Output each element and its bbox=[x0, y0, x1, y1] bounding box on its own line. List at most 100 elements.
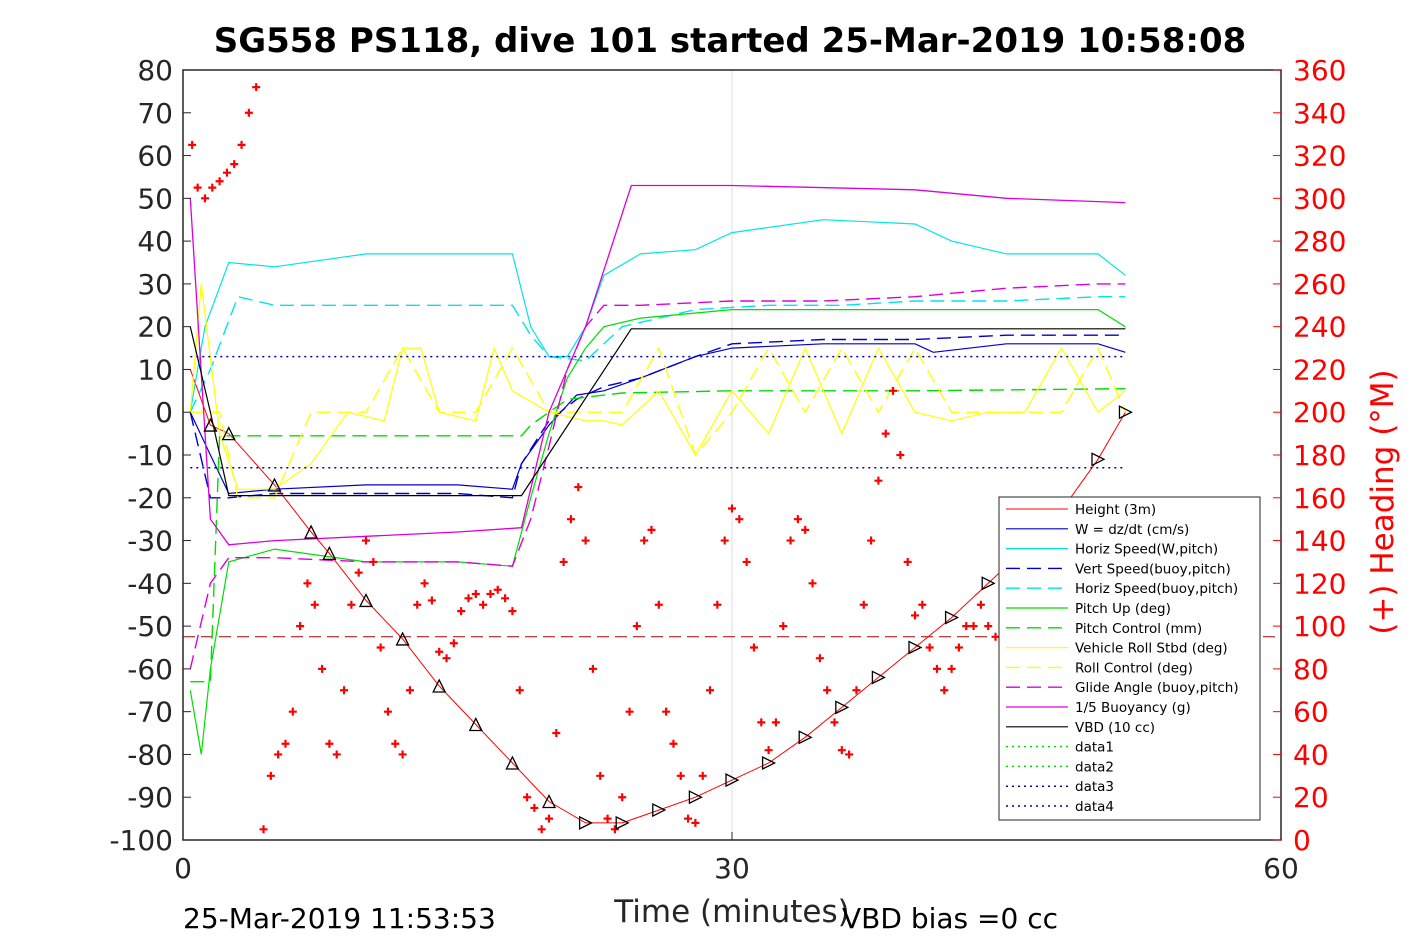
heading-point bbox=[874, 476, 883, 485]
legend-label: Horiz Speed(buoy,pitch) bbox=[1075, 581, 1238, 597]
heading-point bbox=[984, 622, 993, 631]
heading-point bbox=[230, 160, 239, 169]
left-tick-label: 20 bbox=[137, 311, 173, 344]
legend-label: Vehicle Roll Stbd (deg) bbox=[1075, 641, 1228, 657]
height-marker bbox=[432, 678, 447, 693]
height-marker bbox=[505, 755, 520, 770]
heading-point bbox=[588, 664, 597, 673]
heading-point bbox=[545, 814, 553, 823]
heading-point bbox=[493, 585, 502, 594]
series-line-vbd-10-cc bbox=[189, 326, 1126, 497]
x-axis-ticks: 0 30 60 bbox=[174, 832, 1299, 885]
left-tick-label: 70 bbox=[137, 97, 173, 130]
series-line-vert-speed-buoy-pitch bbox=[189, 334, 1126, 499]
heading-point bbox=[208, 183, 217, 192]
heading-point bbox=[691, 818, 700, 827]
left-tick-label: -10 bbox=[127, 439, 173, 472]
heading-point bbox=[581, 536, 590, 545]
heading-point bbox=[735, 515, 744, 524]
heading-point bbox=[779, 622, 788, 631]
left-tick-label: 50 bbox=[137, 182, 173, 215]
heading-point bbox=[340, 686, 349, 695]
heading-point bbox=[274, 750, 283, 759]
height-marker bbox=[541, 794, 557, 809]
right-tick-label: 340 bbox=[1293, 97, 1346, 130]
heading-point bbox=[954, 643, 963, 652]
heading-point bbox=[720, 536, 729, 545]
heading-point bbox=[610, 825, 619, 834]
heading-point bbox=[376, 643, 385, 652]
heading-point bbox=[918, 600, 927, 609]
heading-point bbox=[596, 771, 605, 780]
heading-point bbox=[566, 515, 575, 524]
heading-point bbox=[632, 622, 641, 631]
heading-point bbox=[823, 686, 832, 695]
series-line-roll-control-deg bbox=[190, 346, 1127, 499]
heading-point bbox=[252, 83, 261, 92]
left-tick-label: -100 bbox=[109, 824, 173, 857]
heading-point bbox=[193, 183, 202, 192]
x-tick-label: 30 bbox=[714, 852, 750, 885]
height-marker bbox=[1091, 452, 1106, 467]
heading-point bbox=[881, 429, 890, 438]
heading-point bbox=[537, 825, 546, 834]
legend-label: Vert Speed(buoy,pitch) bbox=[1075, 561, 1231, 577]
right-tick-label: 40 bbox=[1293, 738, 1329, 771]
heading-point bbox=[296, 622, 305, 631]
heading-point bbox=[728, 504, 736, 513]
heading-point bbox=[757, 718, 766, 727]
left-tick-label: -50 bbox=[127, 610, 173, 643]
right-tick-label: 60 bbox=[1293, 696, 1329, 729]
right-tick-label: 160 bbox=[1293, 482, 1346, 515]
legend-label: data2 bbox=[1075, 759, 1114, 775]
vbd-bias-note: VBD bias =0 cc bbox=[842, 902, 1058, 935]
heading-point bbox=[325, 739, 334, 748]
height-marker bbox=[835, 700, 850, 715]
right-tick-label: 100 bbox=[1293, 610, 1346, 643]
heading-point bbox=[215, 177, 224, 186]
right-tick-label: 320 bbox=[1293, 140, 1346, 173]
heading-point bbox=[976, 600, 985, 609]
heading-point bbox=[303, 579, 312, 588]
height-marker bbox=[395, 631, 410, 646]
legend-label: 1/5 Buoyancy (g) bbox=[1075, 700, 1191, 716]
heading-point bbox=[222, 168, 231, 177]
left-tick-label: 30 bbox=[137, 268, 173, 301]
heading-point bbox=[676, 771, 685, 780]
legend-label: Roll Control (deg) bbox=[1075, 660, 1193, 676]
left-tick-label: -30 bbox=[127, 525, 173, 558]
right-axis-label: (+) Heading (°M) bbox=[1365, 369, 1401, 634]
heading-point bbox=[310, 600, 319, 609]
heading-point bbox=[508, 607, 517, 616]
series-line-height-3m bbox=[189, 369, 1126, 824]
heading-point bbox=[742, 557, 751, 566]
dive-markers bbox=[203, 405, 1133, 830]
heading-point bbox=[647, 525, 656, 534]
heading-point bbox=[859, 600, 868, 609]
end-timestamp: 25-Mar-2019 11:53:53 bbox=[183, 902, 496, 935]
series-line-glide-angle-buoy-pitch bbox=[189, 283, 1126, 670]
heading-point bbox=[383, 707, 392, 716]
heading-point bbox=[932, 664, 941, 673]
heading-point bbox=[940, 686, 949, 695]
heading-point bbox=[801, 525, 810, 534]
left-tick-label: 10 bbox=[137, 353, 173, 386]
right-tick-label: 140 bbox=[1293, 525, 1346, 558]
heading-point bbox=[188, 140, 197, 149]
heading-point bbox=[288, 707, 297, 716]
height-marker bbox=[798, 730, 813, 745]
heading-point bbox=[281, 739, 290, 748]
heading-point bbox=[713, 600, 722, 609]
heading-point bbox=[244, 108, 253, 117]
heading-point bbox=[764, 746, 773, 755]
heading-point bbox=[618, 793, 627, 802]
height-marker bbox=[871, 670, 886, 685]
heading-point bbox=[662, 707, 671, 716]
height-marker bbox=[322, 545, 337, 561]
left-tick-label: -80 bbox=[127, 738, 173, 771]
right-tick-label: 120 bbox=[1293, 567, 1346, 600]
legend-label: VBD (10 cc) bbox=[1075, 720, 1155, 736]
heading-point bbox=[852, 686, 861, 695]
heading-point bbox=[435, 647, 444, 656]
